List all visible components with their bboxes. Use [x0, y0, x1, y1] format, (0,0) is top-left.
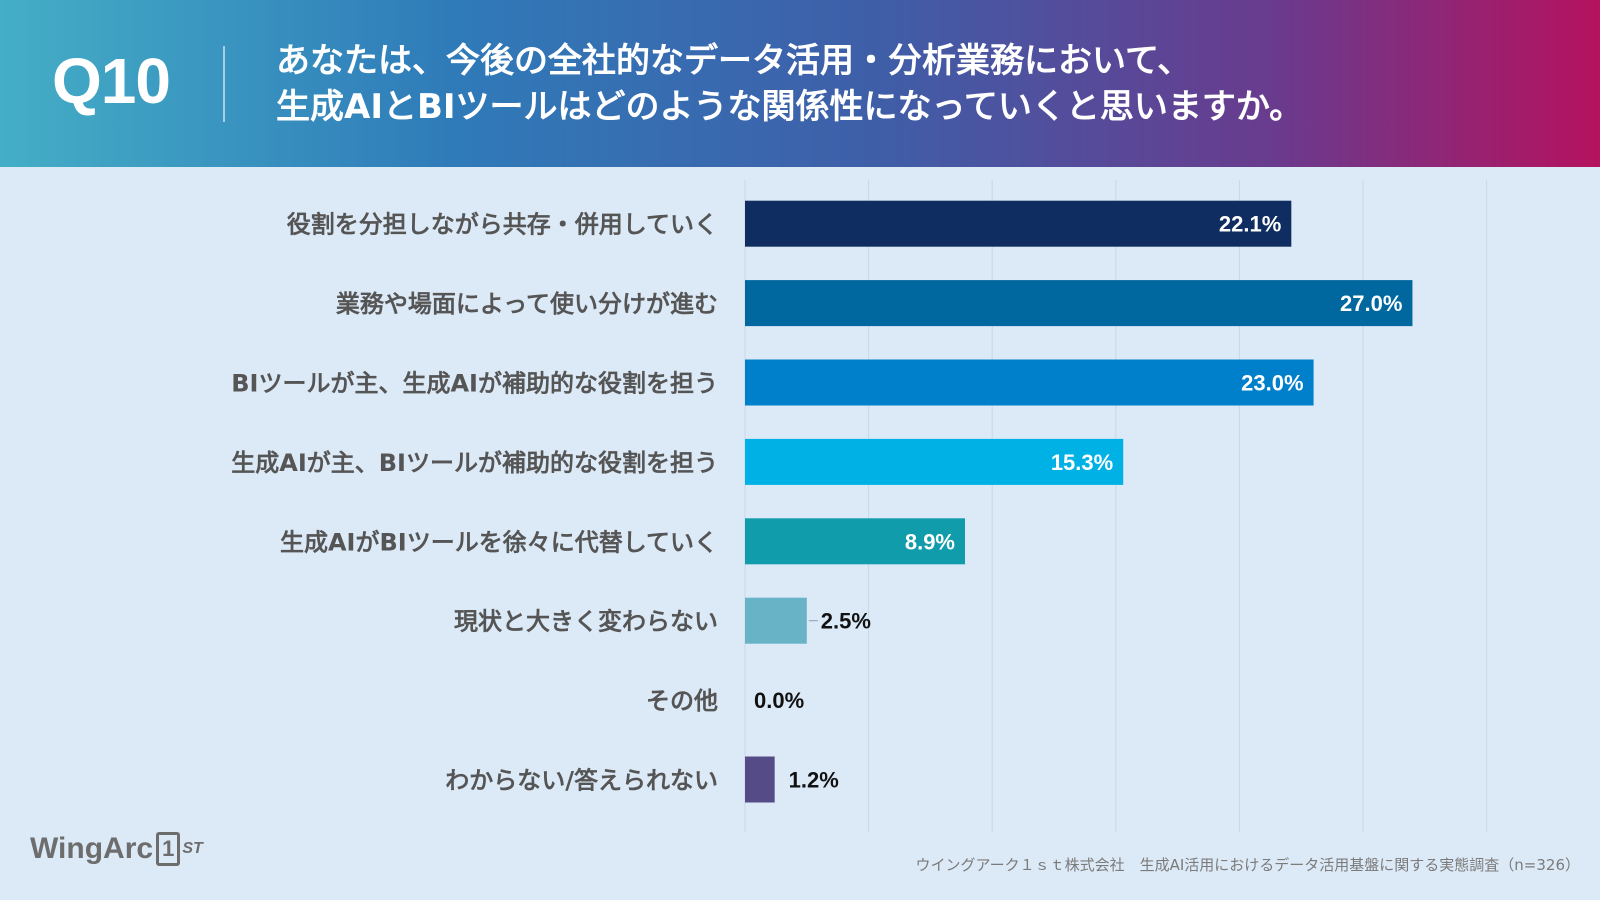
- question-line-2: 生成AIとBIツールはどのような関係性になっていくと思いますか。: [276, 87, 1304, 127]
- category-label: 生成AIがBIツールを徐々に代替していく: [280, 528, 718, 556]
- bar: [745, 597, 807, 644]
- bar: [745, 280, 1413, 327]
- source-note: ウイングアーク１ｓｔ株式会社 生成AI活用におけるデータ活用基盤に関する実態調査…: [915, 856, 1581, 874]
- logo-number: 1: [156, 832, 181, 866]
- category-label: 現状と大きく変わらない: [454, 608, 718, 636]
- logo-suffix: ST: [182, 840, 203, 857]
- wingarc-logo: WingArc 1 ST: [30, 832, 203, 866]
- bar: [745, 756, 775, 803]
- data-label: 2.5%: [821, 609, 871, 634]
- data-label: 8.9%: [905, 529, 955, 554]
- bar: [745, 518, 966, 565]
- data-label: 27.0%: [1340, 291, 1402, 316]
- category-label: その他: [646, 687, 718, 715]
- data-label: 1.2%: [789, 768, 839, 793]
- header-divider: [223, 46, 225, 122]
- bar-chart: 役割を分担しながら共存・併用していく 22.1% 業務や場面によって使い分けが進む 2…: [231, 180, 1488, 832]
- data-label: 15.3%: [1051, 450, 1113, 475]
- category-label: 生成AIが主、BIツールが補助的な役割を担う: [231, 449, 718, 477]
- data-label: 22.1%: [1219, 212, 1281, 237]
- category-label: わからない/答えられない: [445, 767, 718, 795]
- bar: [745, 438, 1124, 485]
- question-line-1: あなたは、今後の全社的なデータ活用・分析業務において、: [276, 41, 1192, 81]
- category-label: BIツールが主、生成AIが補助的な役割を担う: [231, 370, 718, 398]
- data-label: 0.0%: [754, 688, 804, 713]
- header-banner: Q10 あなたは、今後の全社的なデータ活用・分析業務において、 生成AIとBIツ…: [0, 0, 1600, 167]
- bar: [745, 200, 1292, 247]
- category-label: 役割を分担しながら共存・併用していく: [287, 211, 718, 239]
- logo-text: WingArc: [30, 832, 154, 865]
- data-label: 23.0%: [1241, 371, 1303, 396]
- bar: [745, 359, 1314, 406]
- question-number: Q10: [52, 45, 171, 117]
- category-label: 業務や場面によって使い分けが進む: [336, 290, 718, 318]
- question-text: あなたは、今後の全社的なデータ活用・分析業務において、 生成AIとBIツールはど…: [276, 38, 1576, 130]
